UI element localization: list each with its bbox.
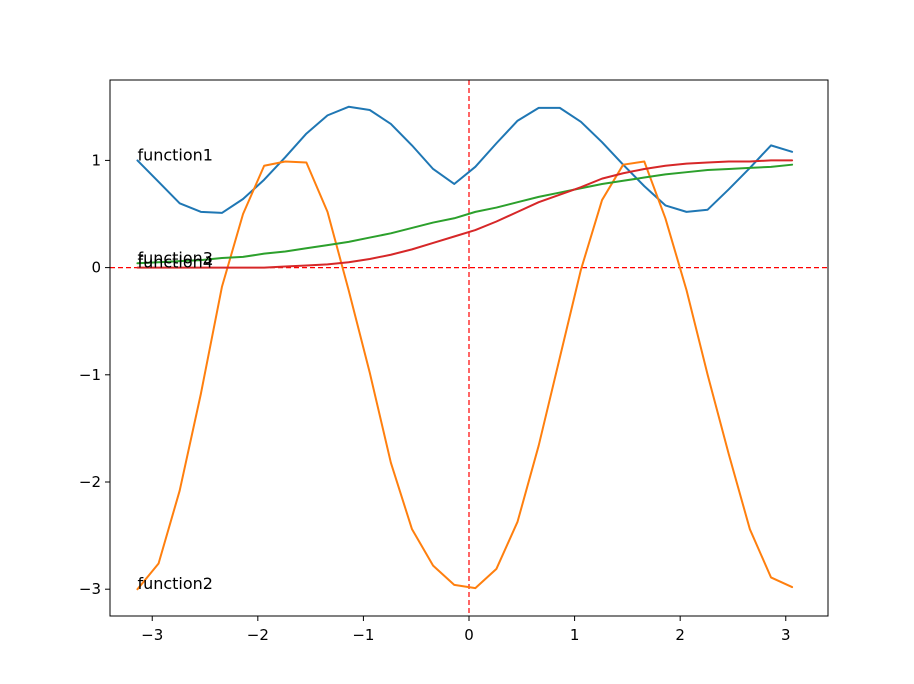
y-tick-label: −3 [79, 580, 101, 598]
series-line-3 [136, 163, 794, 265]
x-axis-ticks: −3 −2 −1 0 1 2 3 [141, 616, 791, 644]
y-tick-label: 0 [91, 259, 101, 277]
x-tick-label: −3 [141, 626, 163, 644]
annotation-4: function4 [137, 253, 213, 272]
x-tick-label: −2 [247, 626, 269, 644]
x-tick-label: 2 [675, 626, 685, 644]
x-tick-label: −1 [352, 626, 374, 644]
annotation-2: function2 [137, 574, 213, 593]
x-tick-label: 3 [781, 626, 791, 644]
reference-lines [110, 80, 828, 616]
y-tick-label: −1 [79, 366, 101, 384]
annotation-1: function1 [137, 145, 213, 164]
series-line-1 [136, 105, 794, 214]
y-axis-ticks: −3 −2 −1 0 1 [79, 151, 110, 598]
series-line-4 [136, 159, 794, 269]
series-layer [136, 105, 794, 591]
y-tick-label: 1 [91, 151, 101, 169]
y-tick-label: −2 [79, 473, 101, 491]
x-tick-label: 0 [464, 626, 474, 644]
x-tick-label: 1 [570, 626, 580, 644]
series-line-2 [136, 160, 794, 591]
annotation-3: function3 [137, 248, 213, 267]
